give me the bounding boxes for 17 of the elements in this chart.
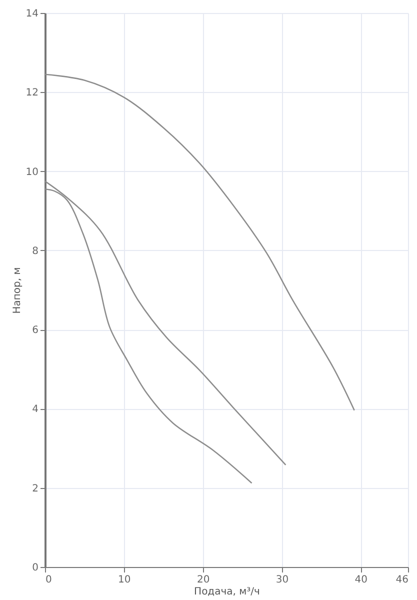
x-tick-label: 46 xyxy=(396,574,408,586)
y-tick-label: 12 xyxy=(26,88,38,99)
x-tick-label: 20 xyxy=(196,574,210,586)
y-axis-title: Напор, м xyxy=(12,267,23,314)
y-tick-label: 8 xyxy=(32,246,38,257)
y-tick-label: 0 xyxy=(32,562,38,574)
y-tick-label: 4 xyxy=(32,404,38,416)
line-series xyxy=(44,74,355,411)
x-tick-label: 30 xyxy=(276,574,289,586)
y-tick-label: 2 xyxy=(32,483,38,494)
y-tick-label: 10 xyxy=(26,166,38,178)
y-tick-label: 6 xyxy=(32,325,38,336)
x-tick-label: 10 xyxy=(118,574,131,586)
y-tick-label: 14 xyxy=(26,8,38,20)
x-tick-label: 40 xyxy=(354,574,368,586)
x-tick-label: 0 xyxy=(46,574,52,586)
x-axis-title: Подача, м³/ч xyxy=(194,586,260,598)
